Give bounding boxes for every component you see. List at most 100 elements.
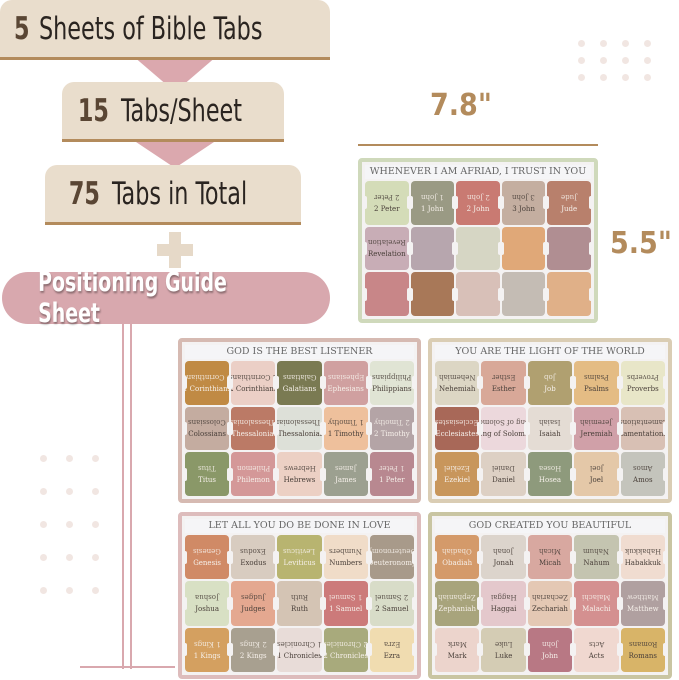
tab-label: Matthew	[626, 605, 659, 614]
width-label: 7.8"	[430, 88, 492, 123]
bible-tab: Mark Mark	[435, 627, 480, 672]
tab-label-inverted: Joel	[589, 464, 604, 473]
positioning-guide-label: Positioning Guide Sheet	[2, 267, 330, 329]
bible-tab: Numbers Numbers	[323, 535, 368, 580]
tab-label: 1 Peter	[379, 476, 405, 485]
tab-label: Ezra	[383, 651, 401, 660]
tab-label: 1 Thessalonians	[231, 430, 275, 439]
bible-tab: 2 Thessalonians 2 Thessalonians	[277, 406, 322, 451]
sheet-title: GOD IS THE BEST LISTENER	[185, 345, 414, 359]
bible-tab: Haggai Haggai	[481, 581, 526, 626]
bible-tab: 2 Samuel 2 Samuel	[369, 581, 414, 626]
tab-label: Psalms	[584, 384, 609, 393]
arrow-down-2	[133, 140, 217, 168]
tab-label: Jonah	[493, 559, 514, 568]
tab-label-inverted: 2 Timothy	[374, 418, 410, 427]
sheet-title: WHENEVER I AM AFRIAD, I TRUST IN YOU	[365, 165, 591, 179]
tab-label: Nahum	[583, 559, 610, 568]
tab-label: Galatians	[282, 384, 317, 393]
tab-label-inverted: 2 Thessalonians	[277, 418, 322, 427]
bible-tab: Zephaniah Zephaniah	[435, 581, 480, 626]
tab-label-inverted: Titus	[198, 464, 216, 473]
tab-label: Exodus	[240, 559, 267, 568]
bible-tab: Jonah Jonah	[481, 535, 526, 580]
tab-sheet: GOD IS THE BEST LISTENER 1 Corinthians 1 C…	[178, 338, 421, 503]
dot	[40, 554, 47, 561]
tab-label: Habakkuk	[624, 559, 661, 568]
tab-label-inverted: Zephaniah	[438, 593, 476, 602]
dot	[578, 74, 585, 81]
bible-tab: Ruth Ruth	[277, 581, 322, 626]
bible-tab: Judges Judges	[231, 581, 276, 626]
tab-label-inverted: 1 Thessalonians	[231, 418, 276, 427]
tab-label: Jeremiah	[580, 430, 613, 439]
bible-tab: Genesis Genesis	[185, 535, 230, 580]
tab-label-inverted: 1 Samuel	[329, 593, 363, 602]
banner-text: Sheets of Bible Tabs	[39, 10, 263, 47]
tab-label-inverted: Ezra	[383, 639, 401, 648]
tab-label: James	[335, 476, 357, 485]
bible-tab	[410, 272, 455, 316]
bible-tab: Lamentations Lamentations	[620, 406, 665, 451]
bible-tab: Obadiah Obadiah	[435, 535, 480, 580]
dot	[92, 488, 99, 495]
tab-label-inverted: 2 John	[466, 192, 490, 201]
dot	[644, 74, 651, 81]
tab-label: Deuteronomy	[369, 559, 414, 568]
bible-tab	[456, 272, 500, 316]
banner-number: 5	[13, 10, 30, 47]
tab-sheet: WHENEVER I AM AFRIAD, I TRUST IN YOU 2 Pe…	[358, 158, 598, 323]
tab-label-inverted: Mark	[447, 639, 467, 648]
tab-label: Hosea	[538, 476, 562, 485]
tab-label-inverted: Deuteronomy	[369, 547, 414, 556]
bible-tab: Psalms Psalms	[574, 361, 619, 405]
tab-label-inverted: Colossians	[188, 418, 226, 427]
tab-grid: Genesis Genesis Exodus Exodus Leviticus Levit…	[185, 535, 414, 672]
tab-label: Zephaniah	[438, 605, 476, 614]
tab-label-inverted: Matthew	[626, 593, 659, 602]
dot	[92, 587, 99, 594]
dot	[40, 455, 47, 462]
bible-tab: Ezekiel Ezekiel	[435, 452, 480, 496]
bible-tab: 2 Peter 2 Peter	[365, 181, 409, 225]
bible-tab: Zechariah Zechariah	[527, 581, 573, 626]
tab-label-inverted: Philemon	[236, 464, 270, 473]
bible-tab: Malachi Malachi	[574, 581, 619, 626]
tab-label: Joel	[589, 476, 604, 485]
bible-tab: Jude Jude	[547, 181, 591, 225]
bible-tab: 1 Samuel 1 Samuel	[323, 581, 368, 626]
tab-sheet: YOU ARE THE LIGHT OF THE WORLD Nehemiah Ne…	[428, 338, 672, 503]
tab-label-inverted: Malachi	[582, 593, 611, 602]
tab-label: Hebrews	[283, 476, 316, 485]
bible-tab: Isaiah Isaiah	[527, 406, 573, 451]
tab-label-inverted: Jonah	[493, 547, 514, 556]
tab-label: 2 Corinthians	[231, 384, 276, 393]
height-label: 5.5"	[610, 226, 672, 261]
tab-label: 2 Samuel	[375, 605, 409, 614]
tab-label: 1 Kings	[193, 651, 221, 660]
tab-label: Zechariah	[532, 605, 568, 614]
bible-tab: Revelation Revelation	[365, 226, 409, 271]
tab-label-inverted: Jude	[561, 192, 578, 201]
bible-tab: John John	[527, 627, 573, 672]
bible-tab: 3 John 3 John	[501, 181, 546, 225]
tab-label-inverted: 3 John	[512, 192, 535, 201]
tab-label: Ecclesiastes	[435, 430, 479, 439]
bible-tab: Jeremiah Jeremiah	[574, 406, 619, 451]
dot	[644, 57, 651, 64]
dot	[644, 40, 651, 47]
bible-tab: Ephesians Ephesians	[323, 361, 368, 405]
tab-label: Revelation	[367, 250, 406, 259]
tab-label: 2 Chronicles	[323, 651, 368, 660]
tab-label-inverted: Micah	[538, 547, 561, 556]
bible-tab: 1 Peter 1 Peter	[369, 452, 414, 496]
bible-tab: Matthew Matthew	[620, 581, 665, 626]
bible-tab: 2 Timothy 2 Timothy	[369, 406, 414, 451]
tab-label-inverted: Song of Solomon	[481, 418, 525, 427]
tab-label-inverted: 2 Peter	[374, 192, 400, 201]
tab-label: 2 Timothy	[374, 430, 410, 439]
tab-label: Proverbs	[626, 384, 659, 393]
bible-tab	[547, 272, 591, 316]
bible-tab: Habakkuk Habakkuk	[620, 535, 665, 580]
tab-label-inverted: John	[541, 639, 559, 648]
